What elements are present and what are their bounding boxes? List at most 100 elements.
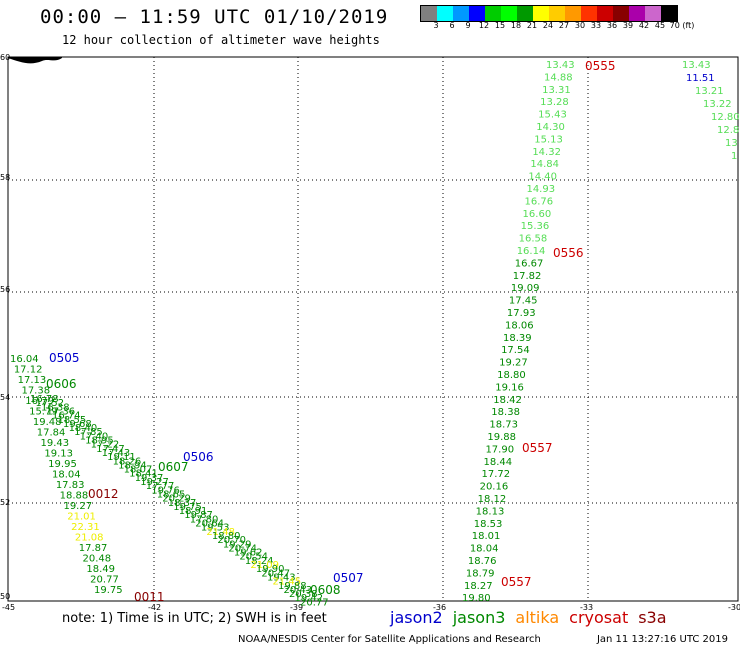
swh-value: 18.91 [179,506,208,517]
pass-label: 0556 [553,246,584,260]
swh-value: 17.80 [190,514,219,525]
lat-tick-label: 60 [0,53,10,62]
swh-value: 19.48 [33,417,62,428]
swh-value: 15.13 [534,134,563,145]
swh-value: 18.38 [491,407,520,418]
pass-label: 0505 [49,351,80,365]
map-title: 00:00 – 11:59 UTC 01/10/2019 [40,6,389,28]
swh-value: 20.16 [480,482,509,493]
swh-value: 19.27 [499,358,528,369]
swh-value: 19.13 [44,449,73,460]
swh-value: 14.88 [544,72,573,83]
swh-value: 16.14 [517,246,546,257]
pass-label: 0011 [134,590,165,604]
swh-value: 18.13 [476,506,505,517]
colorbar-swatch [517,6,533,21]
swh-value: 18.07 [124,465,153,476]
swh-value: 16.74 [52,411,81,422]
swh-value: 19.42 [294,593,323,604]
pass-label: 0608 [310,583,341,597]
swh-value: 18.37 [168,498,197,509]
swh-value: 16.38 [41,402,70,413]
swh-value: 1 [731,151,737,162]
pass-label: 0606 [46,377,77,391]
colorbar-label: 6 [449,21,455,30]
lon-tick-label: -33 [580,603,593,612]
map-grid [8,57,738,601]
swh-value: 17.77 [146,481,175,492]
swh-value: 19.43 [41,438,70,449]
swh-value: 16.78 [30,394,59,405]
legend-note: note: 1) Time is in UTC; 2) SWH is in fe… [62,611,327,626]
colorbar-label: 24 [542,21,554,30]
colorbar-label: 30 [574,21,586,30]
colorbar-label: 18 [510,21,522,30]
colorbar-swatch [421,6,437,21]
footer-org: NOAA/NESDIS Center for Satellite Applica… [238,634,541,645]
swh-value: 19.43 [267,572,296,583]
colorbar-swatch [645,6,661,21]
swh-value: 18.04 [52,470,81,481]
swh-value: 18.27 [464,581,493,592]
swh-value: 17.90 [485,444,514,455]
swh-value: 17.93 [507,308,536,319]
swh-value: 19.88 [278,581,307,592]
swh-value: 18.44 [483,457,512,468]
swh-value: 14.93 [526,184,555,195]
swh-value: 17.36 [47,406,76,417]
observation-labels: 13.4314.8813.3113.2815.4314.3015.1314.32… [10,60,740,608]
swh-value: 18.24 [245,556,274,567]
pass-label: 0012 [88,487,119,501]
swh-colorbar-labels: 3 6 9 12 15 18 21 24 27 30 33 36 39 42 45 70 (ft) [420,20,740,34]
colorbar-swatch [533,6,549,21]
lon-tick-label: -42 [148,603,161,612]
swh-value: 18.88 [60,491,89,502]
swh-value: 17.22 [91,440,120,451]
swh-value: 19.27 [63,501,92,512]
swh-value: 13.22 [703,99,732,110]
colorbar-label: 15 [494,21,506,30]
colorbar-label: 36 [606,21,618,30]
pass-label: 0507 [333,571,364,585]
swh-value: 15.43 [538,110,567,121]
swh-value: 18.04 [470,544,499,555]
colorbar-swatch [661,6,677,21]
map-frame [7,56,739,602]
footer-timestamp: Jan 11 13:27:16 UTC 2019 [596,634,728,645]
swh-value: 14.84 [530,159,559,170]
swh-value: 17.52 [36,398,65,409]
swh-value: 18.95 [85,436,114,447]
swh-value: 16.79 [25,396,54,407]
swh-value: 18.65 [157,489,186,500]
swh-value: 13.43 [682,60,711,71]
swh-value: 19.88 [487,432,516,443]
lon-tick-label: -30 [728,603,740,612]
swh-value: 19.90 [256,564,285,575]
swh-value: 18.76 [468,556,497,567]
swh-value: 18.73 [489,420,518,431]
pass-label: 0555 [585,59,616,73]
swh-value: 18.79 [466,568,495,579]
swh-value: 17.84 [37,428,66,439]
lat-tick-label: 52 [0,498,10,507]
colorbar-swatch [581,6,597,21]
swh-value: 20.54 [239,552,268,563]
colorbar-label: 70 (ft) [669,21,695,30]
colorbar-label: 42 [638,21,650,30]
swh-value: 16.67 [515,258,544,269]
swh-value: 18.41 [129,469,158,480]
legend-jason2: jason2 [390,608,443,627]
swh-value: 12.8 [717,125,739,136]
lat-tick-label: 56 [0,285,10,294]
swh-value: 16.04 [10,354,39,365]
swh-value: 17.12 [14,365,43,376]
swh-value: 18.12 [478,494,507,505]
pass-labels: 0505 0506 0507 0606 0607 0608 0012 0011 0555 0556… [46,59,616,604]
swh-value: 19.09 [511,283,540,294]
swh-value: 17.54 [501,345,530,356]
legend-s3a: s3a [638,608,667,627]
swh-value: 19.75 [173,502,202,513]
swh-value: 18.80 [497,370,526,381]
swh-value: 20.64 [195,519,224,530]
